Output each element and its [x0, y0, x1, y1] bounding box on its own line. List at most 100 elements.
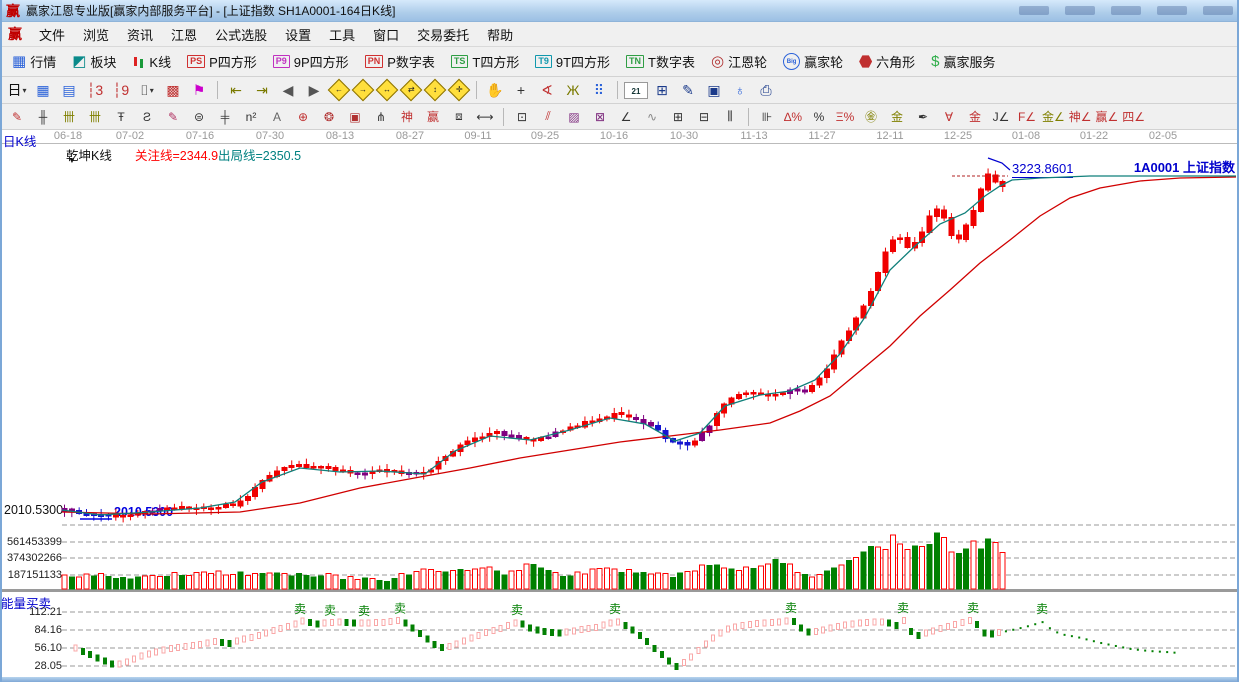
titlebar-faint-item[interactable] [1111, 6, 1141, 15]
menu-item-10[interactable]: 帮助 [487, 27, 514, 43]
bars-3-icon[interactable]: ┆3 [86, 81, 104, 98]
pen-tool2-icon[interactable]: ✎ [167, 109, 179, 124]
gold-grid-a-icon[interactable]: 卌 [62, 110, 75, 124]
goto-last-icon[interactable]: ⇥ [256, 81, 268, 98]
lines-3-icon[interactable]: ⫼ [727, 109, 733, 123]
titlebar-faint-item[interactable] [1065, 6, 1095, 15]
menu-item-6[interactable]: 设置 [285, 27, 312, 43]
width-measure-icon[interactable]: ⟷ [476, 109, 494, 124]
quotes-button[interactable]: ▦ 行情 [4, 50, 64, 73]
bars-9-icon[interactable]: ┆9 [112, 81, 130, 98]
angle-win-icon[interactable]: 赢∠ [1095, 110, 1119, 124]
web-update-icon[interactable]: ♁ [734, 82, 746, 98]
circle-grid-icon[interactable]: ⊜ [193, 109, 205, 124]
calculator-icon[interactable]: ⊞ [656, 81, 668, 98]
compass-cross-icon[interactable]: ⊕ [297, 109, 309, 124]
ruler-123-icon[interactable]: ⧈ [455, 109, 463, 123]
gold-red-icon[interactable]: 金 [968, 110, 981, 124]
gold-circle-icon[interactable]: ㊎ [864, 110, 877, 124]
p-number-table-button[interactable]: PN P数字表 [357, 50, 443, 73]
angle-gold-icon[interactable]: 金∠ [1042, 110, 1065, 124]
win-grid-icon[interactable]: 赢 [426, 110, 439, 124]
gold-grid-b-icon[interactable]: 卌 [88, 110, 101, 124]
step-scale-icon[interactable]: ⊪ [761, 109, 773, 124]
box-tool-icon[interactable]: ⊡ [516, 109, 528, 124]
percent-lines-icon[interactable]: Ξ% [835, 109, 855, 124]
grid-a-icon[interactable]: ⊞ [672, 109, 684, 124]
percent-tri-icon[interactable]: ∆% [783, 109, 802, 124]
diamond-compress-icon[interactable]: ⇄ [399, 78, 423, 102]
god-grid-icon[interactable]: 神 [400, 110, 413, 124]
diamond-left-icon[interactable]: ← [327, 78, 351, 102]
titlebar[interactable]: 赢 赢家江恩专业版[赢家内部服务平台] - [上证指数 SH1A0001-164… [0, 0, 1239, 22]
info-panel-icon[interactable]: ▤ [62, 81, 76, 98]
menu-item-7[interactable]: 工具 [329, 27, 356, 43]
gann-a-icon[interactable]: ∀ [944, 109, 954, 124]
angle-j-icon[interactable]: J∠ [992, 109, 1010, 124]
p-square-button[interactable]: PS P四方形 [179, 50, 265, 73]
winner-service-button[interactable]: $ 赢家服务 [923, 50, 1003, 73]
f-grid-icon[interactable]: Ŧ [117, 109, 125, 124]
t-number-table-button[interactable]: TN T数字表 [618, 50, 703, 73]
menu-item-3[interactable]: 资讯 [127, 27, 154, 43]
n-square-icon[interactable]: n² [245, 109, 257, 124]
diamond-vspan-icon[interactable]: ↕ [423, 78, 447, 102]
hatch-tool-icon[interactable]: ╫ [38, 109, 48, 124]
period-day-button[interactable]: 日 ▾ [7, 82, 27, 98]
gold-lines-icon[interactable]: 金 [890, 110, 903, 124]
drag-hand-icon[interactable]: ✋ [486, 81, 504, 98]
menu-item-9[interactable]: 交易委托 [417, 27, 470, 43]
pattern-cells-icon[interactable]: ⠿ [593, 81, 605, 98]
menu-item-5[interactable]: 公式选股 [215, 27, 268, 43]
t9-square-button[interactable]: T9 9T四方形 [527, 50, 618, 73]
hexagon-button[interactable]: 六角形 [851, 50, 923, 73]
target-dot-icon[interactable]: ❂ [323, 109, 335, 124]
a-mirror-icon[interactable]: A [272, 109, 281, 124]
save-icon[interactable]: ▣ [707, 81, 721, 98]
menu-item-2[interactable]: 浏览 [83, 27, 110, 43]
notes-icon[interactable]: ✎ [682, 81, 694, 98]
indicator-name-label[interactable]: 乾坤K线 [66, 149, 112, 163]
pen-tool-icon[interactable]: ✎ [11, 109, 23, 124]
angle-measure-icon[interactable]: ∢ [541, 81, 553, 98]
sectors-button[interactable]: ◩ 板块 [64, 50, 124, 73]
zoom-pattern-icon[interactable]: ▦ [36, 81, 50, 98]
box-lines-icon[interactable]: ⊠ [594, 109, 606, 124]
angle-check-icon[interactable]: ∠ [620, 109, 632, 124]
oscillator-name-label[interactable]: 能量买卖 [1, 597, 52, 611]
pattern-red-icon[interactable]: ▩ [166, 81, 180, 98]
percent-icon[interactable]: % [813, 109, 825, 124]
calendar-icon[interactable]: 21 [624, 81, 648, 99]
diamond-expand-icon[interactable]: ✛ [447, 78, 471, 102]
menu-item-4[interactable]: 江恩 [171, 27, 198, 43]
wave-tool-icon[interactable]: ∿ [646, 109, 658, 124]
kline-button[interactable]: K线 [124, 50, 179, 73]
next-bar-icon[interactable]: ▶ [308, 81, 320, 98]
bow-tool-icon[interactable]: Ƨ [142, 109, 151, 124]
angle-f-icon[interactable]: F∠ [1017, 109, 1037, 124]
gann-claw-icon[interactable]: Ж [566, 82, 580, 98]
goto-first-icon[interactable]: ⇤ [230, 81, 242, 98]
titlebar-faint-item[interactable] [1157, 6, 1187, 15]
diamond-hspan-icon[interactable]: ↔ [375, 78, 399, 102]
menu-item-8[interactable]: 窗口 [373, 27, 400, 43]
gann-fan-icon[interactable]: ⫽ [545, 109, 551, 123]
titlebar-faint-item[interactable] [1203, 6, 1233, 15]
titlebar-faint-item[interactable] [1019, 6, 1049, 15]
gann-wheel-button[interactable]: ◎ 江恩轮 [703, 50, 775, 73]
angle-god-icon[interactable]: 神∠ [1068, 110, 1092, 124]
winner-wheel-button[interactable]: Big 赢家轮 [775, 50, 851, 73]
flag-sort-icon[interactable]: ⚑ [192, 81, 206, 98]
prev-bar-icon[interactable]: ◀ [282, 81, 294, 98]
fan-box-icon[interactable]: ▨ [568, 109, 580, 124]
crosshair-icon[interactable]: + [516, 82, 526, 98]
kline-chart-canvas[interactable]: 卖卖卖卖卖卖卖卖卖卖 [0, 130, 1239, 677]
export-print-icon[interactable]: ⎙ [760, 81, 772, 98]
angle-four-icon[interactable]: 四∠ [1122, 110, 1146, 124]
grid-b-icon[interactable]: ⊟ [698, 109, 710, 124]
chart-area[interactable]: 日K线 乾坤K线 ▼ 关注线=2344.9 出局线=2350.5 1A0001 … [0, 130, 1239, 677]
hash-tool-icon[interactable]: ╪ [220, 109, 230, 124]
k-mark-icon[interactable]: ⋔ [375, 109, 387, 124]
pen-ink-icon[interactable]: ✒ [917, 109, 929, 124]
target-box-icon[interactable]: ▣ [349, 109, 361, 124]
